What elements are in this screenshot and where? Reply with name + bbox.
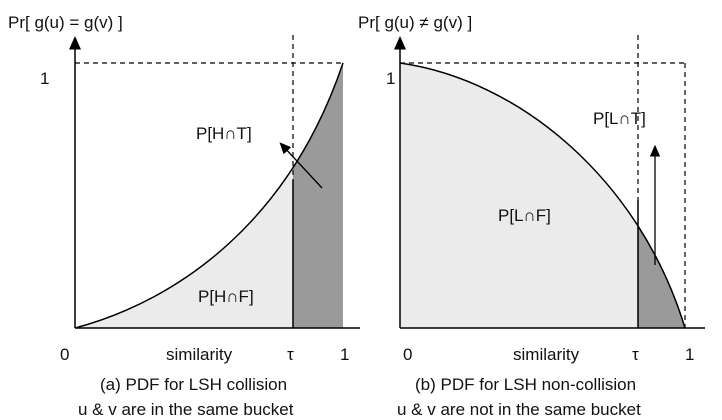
y-label: Pr[ g(u) = g(v) ] [8, 13, 123, 32]
y-label: Pr[ g(u) ≠ g(v) ] [358, 13, 472, 32]
curve [74, 62, 344, 329]
caption: (a) PDF for LSH collision [100, 375, 287, 394]
region-label: P[L∩T] [593, 109, 646, 128]
panel-b: Pr[ g(u) ≠ g(v) ] 1 P[L∩T] P[L∩F] 0 simi… [358, 13, 705, 419]
area-dark [293, 63, 343, 328]
y-one: 1 [386, 69, 395, 88]
x-one: 1 [685, 345, 694, 364]
area-dark [638, 226, 685, 328]
region-label: P[L∩F] [498, 206, 551, 225]
area-light [400, 63, 685, 328]
x-zero: 0 [403, 345, 412, 364]
x-label: similarity [166, 345, 233, 364]
region-label: P[H∩T] [196, 124, 252, 143]
x-zero: 0 [60, 345, 69, 364]
area-light [75, 63, 343, 328]
y-one: 1 [40, 69, 49, 88]
x-tau: τ [632, 345, 639, 364]
panel-a: Pr[ g(u) = g(v) ] 1 P[H∩T] P[H∩F] 0 simi… [8, 13, 360, 419]
x-label: similarity [513, 345, 580, 364]
caption: (b) PDF for LSH non-collision [415, 375, 636, 394]
subcaption: u & v are in the same bucket [78, 400, 294, 419]
region-label: P[H∩F] [198, 287, 254, 306]
curve [399, 62, 686, 329]
x-one: 1 [340, 345, 349, 364]
arrow [279, 142, 323, 189]
x-tau: τ [287, 345, 294, 364]
subcaption: u & v are not in the same bucket [397, 400, 641, 419]
